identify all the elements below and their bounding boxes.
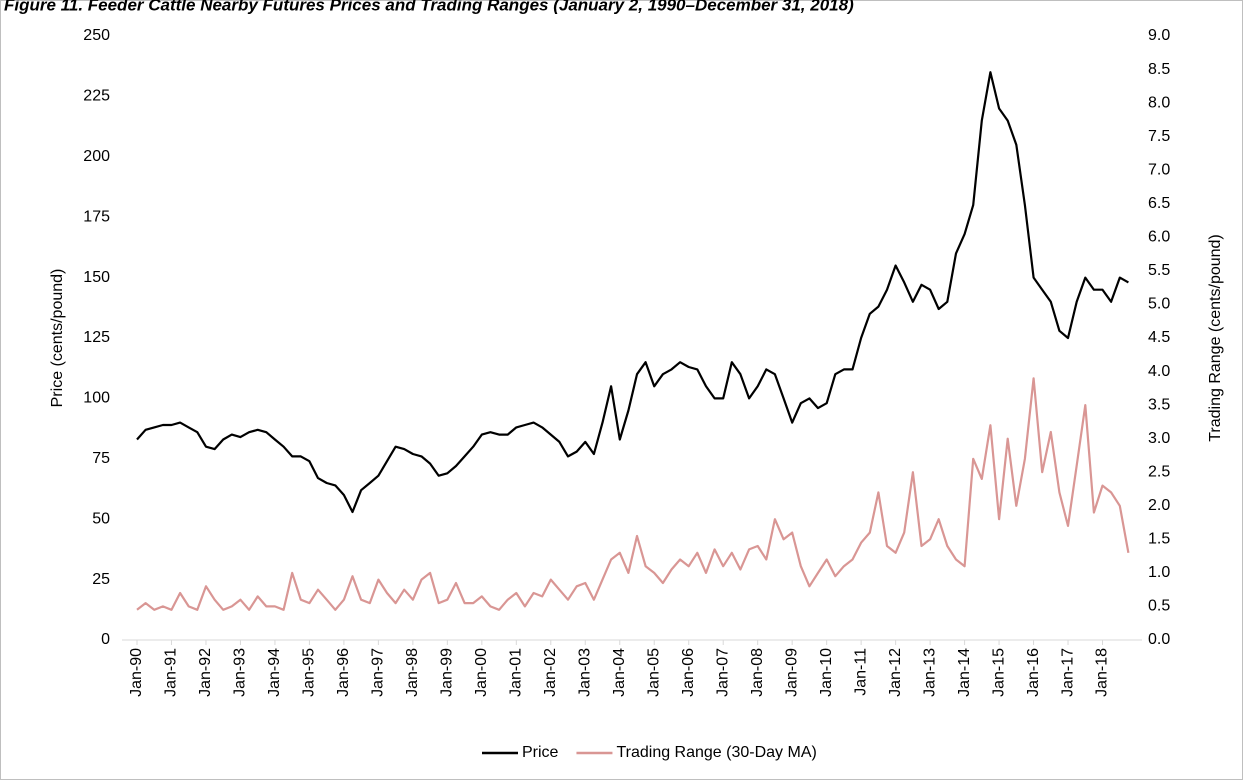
y-tick-label: 100 (83, 390, 110, 407)
y2-tick-label: 8.5 (1148, 61, 1170, 78)
x-tick-label: Jan-15 (990, 648, 1007, 697)
y2-tick-label: 3.5 (1148, 396, 1170, 413)
x-tick-label: Jan-07 (714, 648, 731, 697)
y-tick-label: 175 (83, 208, 110, 225)
y-tick-label: 0 (101, 631, 110, 648)
x-tick-label: Jan-99 (439, 648, 456, 697)
x-tick-label: Jan-95 (301, 648, 318, 697)
y2-tick-label: 4.0 (1148, 363, 1170, 380)
x-tick-label: Jan-08 (749, 648, 766, 697)
y-tick-label: 50 (92, 510, 110, 527)
y-tick-label: 150 (83, 269, 110, 286)
x-tick-label: Jan-12 (887, 648, 904, 697)
x-tick-label: Jan-14 (956, 648, 973, 697)
y2-tick-label: 1.0 (1148, 564, 1170, 581)
x-tick-label: Jan-94 (266, 648, 283, 697)
line-series (136, 71, 1129, 514)
line-series (136, 377, 1130, 611)
x-tick-label: Jan-13 (921, 648, 938, 697)
y2-tick-label: 5.5 (1148, 262, 1170, 279)
x-tick-label: Jan-06 (680, 648, 697, 697)
y2-tick-label: 7.0 (1148, 161, 1170, 178)
y-tick-label: 250 (83, 27, 110, 44)
y2-tick-label: 9.0 (1148, 27, 1170, 44)
x-tick-label: Jan-93 (232, 648, 249, 697)
x-tick-label: Jan-10 (818, 648, 835, 697)
y-tick-label: 225 (83, 88, 110, 105)
x-tick-label: Jan-02 (542, 648, 559, 697)
x-tick-label: Jan-04 (611, 648, 628, 697)
x-tick-label: Jan-01 (508, 648, 525, 697)
y2-axis-label: Trading Range (cents/pound) (1207, 234, 1224, 442)
y2-tick-label: 2.0 (1148, 497, 1170, 514)
y-tick-label: 200 (83, 148, 110, 165)
y2-tick-label: 2.5 (1148, 463, 1170, 480)
y2-tick-label: 7.5 (1148, 128, 1170, 145)
x-tick-label: Jan-11 (852, 648, 869, 696)
x-tick-label: Jan-96 (335, 648, 352, 697)
y2-tick-label: 0.5 (1148, 598, 1170, 615)
x-tick-label: Jan-92 (197, 648, 214, 697)
x-tick-label: Jan-00 (473, 648, 490, 697)
legend-label: Trading Range (30-Day MA) (616, 744, 816, 761)
y-tick-label: 125 (83, 329, 110, 346)
y-tick-label: 75 (92, 450, 110, 467)
y2-tick-label: 1.5 (1148, 531, 1170, 548)
y2-tick-label: 6.0 (1148, 229, 1170, 246)
y2-tick-label: 3.0 (1148, 430, 1170, 447)
y2-tick-label: 8.0 (1148, 94, 1170, 111)
x-tick-label: Jan-98 (404, 648, 421, 697)
x-tick-label: Jan-05 (645, 648, 662, 697)
x-tick-label: Jan-18 (1094, 648, 1111, 697)
x-tick-label: Jan-09 (783, 648, 800, 697)
x-tick-label: Jan-91 (163, 648, 180, 697)
x-tick-label: Jan-97 (370, 648, 387, 697)
y-axis-label: Price (cents/pound) (49, 269, 66, 408)
y2-tick-label: 4.5 (1148, 329, 1170, 346)
x-tick-label: Jan-17 (1059, 648, 1076, 697)
chart-title: Figure 11. Feeder Cattle Nearby Futures … (4, 0, 854, 14)
y2-tick-label: 5.0 (1148, 296, 1170, 313)
x-tick-label: Jan-90 (128, 648, 145, 697)
x-tick-label: Jan-16 (1025, 648, 1042, 697)
y2-tick-label: 0.0 (1148, 631, 1170, 648)
y-tick-label: 25 (92, 571, 110, 588)
legend-label: Price (522, 744, 559, 761)
y2-tick-label: 6.5 (1148, 195, 1170, 212)
x-tick-label: Jan-03 (576, 648, 593, 697)
